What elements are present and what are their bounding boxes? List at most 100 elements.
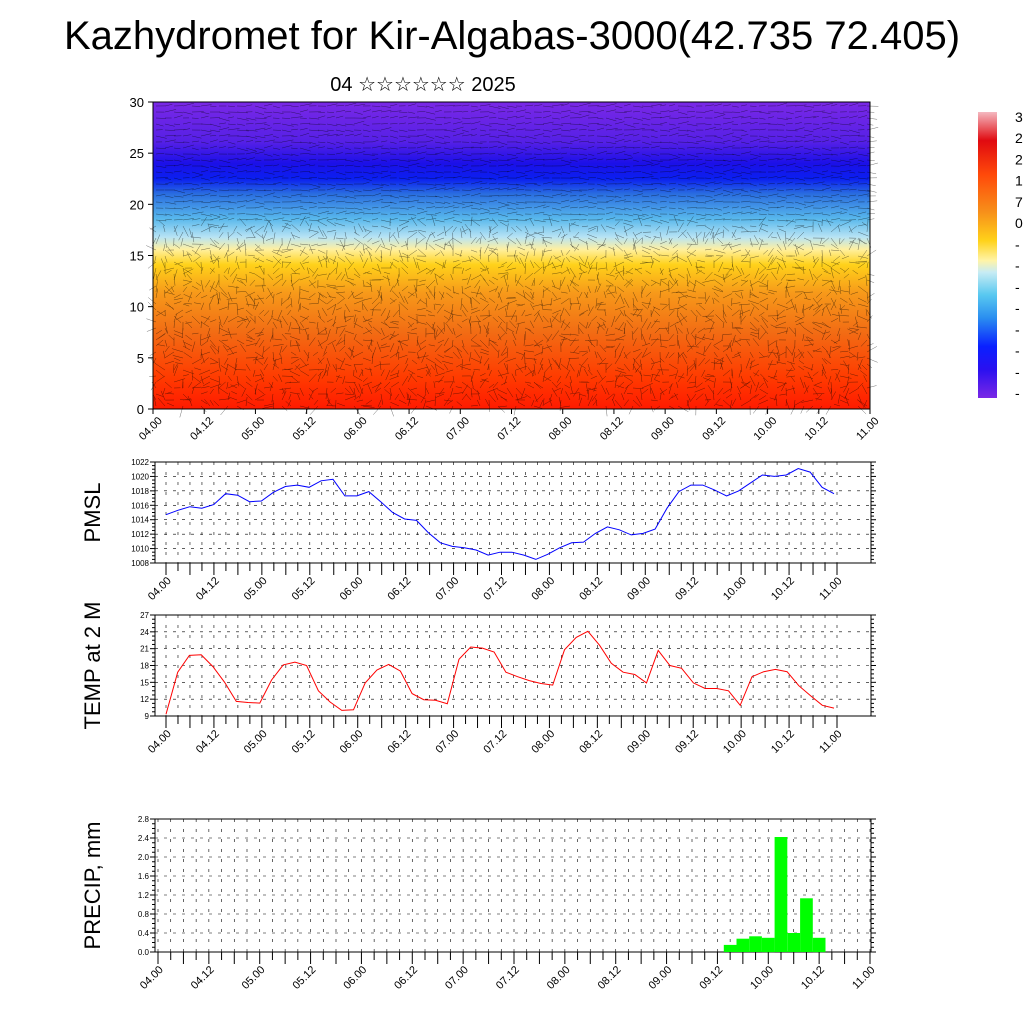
wind-barb xyxy=(605,177,615,181)
wind-barb xyxy=(770,255,778,265)
wind-barb xyxy=(821,357,827,365)
x-tick-label: 04.12 xyxy=(189,964,217,992)
wind-barb xyxy=(515,351,524,355)
wind-barb xyxy=(830,224,841,233)
wind-barb xyxy=(164,303,174,309)
wind-barb xyxy=(323,345,328,355)
wind-barb xyxy=(758,159,768,162)
wind-barb xyxy=(353,291,364,298)
wind-barb xyxy=(674,369,679,380)
wind-barb xyxy=(794,201,807,206)
wind-barb xyxy=(533,382,544,389)
wind-barb xyxy=(704,199,716,203)
wind-barb xyxy=(731,398,737,407)
wind-barb xyxy=(818,223,823,233)
wind-barb xyxy=(776,258,787,263)
wind-barb xyxy=(365,229,373,233)
wind-barb xyxy=(803,105,814,108)
wind-barb xyxy=(397,340,409,347)
y-tick-label: 20 xyxy=(130,197,144,212)
wind-barb xyxy=(542,129,552,132)
wind-barb xyxy=(418,229,427,233)
wind-barb xyxy=(713,339,724,346)
wind-barb xyxy=(821,219,834,223)
wind-barb xyxy=(803,225,814,229)
wind-barb xyxy=(222,345,229,353)
wind-barb xyxy=(335,375,343,379)
wind-barb xyxy=(832,345,841,348)
wind-barb xyxy=(353,309,361,313)
wind-barb xyxy=(686,373,693,383)
wind-barb xyxy=(515,201,527,204)
wind-barb xyxy=(394,393,400,401)
wind-barb xyxy=(379,345,391,349)
wind-barb xyxy=(843,360,850,371)
wind-barb xyxy=(227,175,237,179)
wind-barb xyxy=(843,381,850,393)
wind-barb xyxy=(623,351,631,359)
wind-barb xyxy=(443,348,451,353)
wind-barb xyxy=(596,127,605,131)
wind-barb xyxy=(173,321,175,329)
wind-barb xyxy=(281,188,289,191)
wind-barb xyxy=(668,157,681,161)
wind-barb xyxy=(533,128,541,131)
wind-barb xyxy=(289,336,301,341)
wind-barb xyxy=(830,200,843,203)
wind-barb xyxy=(371,353,374,365)
y-tick-label: 10 xyxy=(130,300,144,315)
wind-barb xyxy=(758,273,765,281)
wind-barb xyxy=(191,358,202,365)
wind-barb xyxy=(335,327,338,335)
wind-barb xyxy=(515,255,521,264)
wind-barb xyxy=(830,218,841,221)
wind-barb xyxy=(344,318,352,323)
wind-barb xyxy=(866,207,875,211)
wind-barb xyxy=(398,122,406,125)
wind-barb xyxy=(839,385,847,389)
wind-barb xyxy=(658,327,670,329)
wind-barb xyxy=(335,105,345,107)
wind-barb xyxy=(425,195,438,198)
wind-barb xyxy=(533,117,542,119)
wind-barb xyxy=(506,123,516,127)
wind-barb xyxy=(164,339,168,347)
wind-barb xyxy=(821,261,833,268)
y-tick-label: 0.0 xyxy=(138,948,150,957)
wind-barb xyxy=(443,315,450,321)
wind-barb xyxy=(607,288,616,299)
wind-barb xyxy=(254,189,266,192)
wind-barb xyxy=(641,206,650,209)
wind-barb xyxy=(416,298,422,305)
wind-barb xyxy=(686,195,695,199)
wind-barb xyxy=(416,122,426,125)
wind-barb xyxy=(701,369,706,377)
wind-barb xyxy=(446,369,454,373)
wind-barb xyxy=(866,357,878,363)
wind-barb xyxy=(200,129,212,133)
wind-barb xyxy=(587,111,597,114)
wind-barb xyxy=(209,243,222,249)
wind-barb xyxy=(614,105,623,109)
wind-barb xyxy=(843,267,850,273)
wind-barb xyxy=(635,351,643,360)
wind-barb xyxy=(398,200,410,203)
wind-barb xyxy=(254,195,263,198)
wind-barb xyxy=(745,357,751,369)
wind-barb xyxy=(434,146,442,149)
wind-barb xyxy=(218,117,230,122)
wind-barb xyxy=(821,267,828,273)
wind-barb xyxy=(227,345,234,355)
wind-barb xyxy=(720,357,724,370)
wind-barb xyxy=(339,345,346,352)
wind-barb xyxy=(686,110,696,113)
wind-barb xyxy=(515,279,524,288)
wind-barb xyxy=(506,183,519,186)
wind-barb xyxy=(416,210,428,215)
wind-barb xyxy=(571,245,580,251)
wind-barb xyxy=(443,363,449,371)
wind-barb xyxy=(236,140,244,143)
wind-barb xyxy=(290,267,297,274)
wind-barb xyxy=(758,327,760,340)
x-tick-label: 09.12 xyxy=(673,575,701,603)
